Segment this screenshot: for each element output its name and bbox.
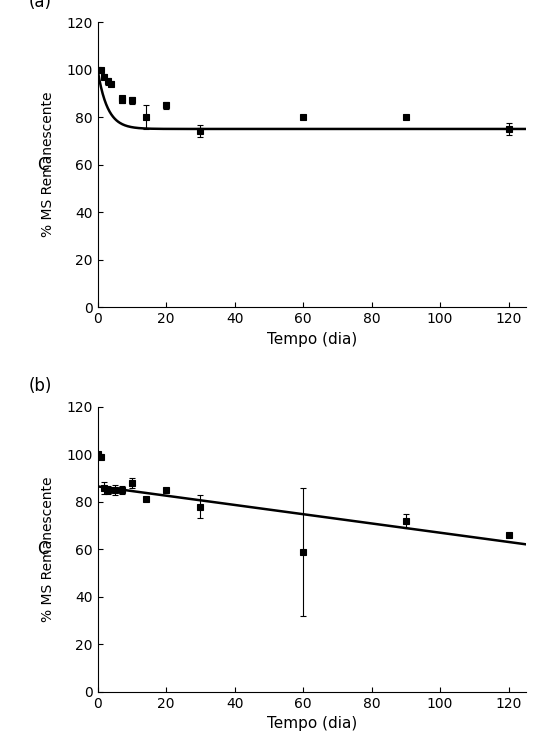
Text: C: C [37, 155, 49, 174]
Text: C: C [37, 540, 49, 559]
Y-axis label: % MS Remanescente: % MS Remanescente [41, 92, 55, 237]
X-axis label: Tempo (dia): Tempo (dia) [267, 716, 357, 732]
Text: (b): (b) [29, 378, 53, 395]
X-axis label: Tempo (dia): Tempo (dia) [267, 331, 357, 347]
Y-axis label: % MS Remanescente: % MS Remanescente [41, 477, 55, 622]
Text: (a): (a) [29, 0, 52, 11]
